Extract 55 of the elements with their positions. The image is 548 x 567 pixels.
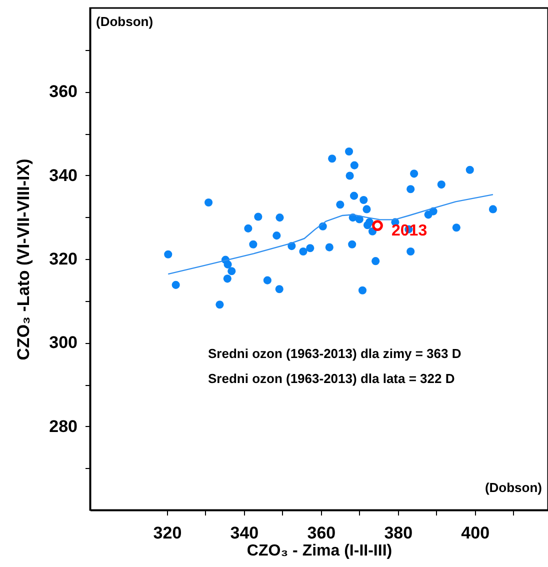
point — [164, 250, 172, 258]
y-tick-label: 300 — [49, 333, 78, 352]
x-tick-label: 360 — [307, 524, 336, 542]
annotation: 2013 — [392, 222, 428, 240]
point — [254, 212, 262, 221]
point — [372, 220, 383, 231]
x-tick-label: 320 — [153, 524, 182, 542]
point — [276, 214, 284, 222]
point — [172, 280, 180, 289]
y-axis-title: CZO₃ -Lato (VI-VII-VIII-IX) — [14, 158, 34, 360]
x-tick-label: 380 — [384, 524, 413, 542]
point — [362, 205, 371, 214]
y-tick-label: 320 — [49, 250, 78, 268]
point — [437, 180, 446, 189]
x-tick-label: 400 — [461, 524, 490, 542]
point — [336, 200, 344, 209]
point — [306, 244, 314, 252]
point — [275, 285, 284, 294]
point — [346, 172, 354, 180]
x-axis-title: CZO₃ - Zima (I-II-III) — [246, 542, 392, 560]
point — [350, 161, 358, 170]
point — [228, 267, 236, 276]
annotation: (Dobson) — [484, 480, 542, 495]
point — [244, 224, 252, 232]
point — [299, 247, 308, 256]
annotation: (Dobson) — [96, 14, 154, 29]
point — [372, 257, 380, 266]
point — [328, 154, 336, 163]
point — [204, 198, 213, 207]
point — [325, 243, 334, 252]
point — [350, 192, 358, 200]
point — [223, 274, 232, 283]
point — [360, 196, 368, 204]
x-tick-label: 340 — [230, 524, 259, 542]
point — [365, 218, 374, 226]
point — [466, 166, 474, 174]
y-tick-label: 360 — [49, 82, 78, 102]
point — [452, 224, 460, 232]
point — [272, 232, 281, 240]
point — [249, 240, 258, 248]
y-tick-label: 340 — [49, 166, 78, 185]
point — [216, 300, 224, 309]
annotation: Sredni ozon (1963-2013) dla lata = 322 D — [208, 371, 455, 386]
point — [263, 276, 272, 284]
y-tick-label: 280 — [49, 416, 78, 436]
point — [348, 240, 356, 248]
point — [406, 247, 415, 256]
point — [344, 147, 354, 156]
point — [488, 205, 497, 214]
point — [224, 260, 232, 268]
point — [358, 286, 367, 294]
annotation: Sredni ozon (1963-2013) dla zimy = 363 D — [208, 346, 462, 361]
point — [410, 170, 418, 178]
line-series — [168, 194, 494, 275]
point — [406, 185, 415, 194]
